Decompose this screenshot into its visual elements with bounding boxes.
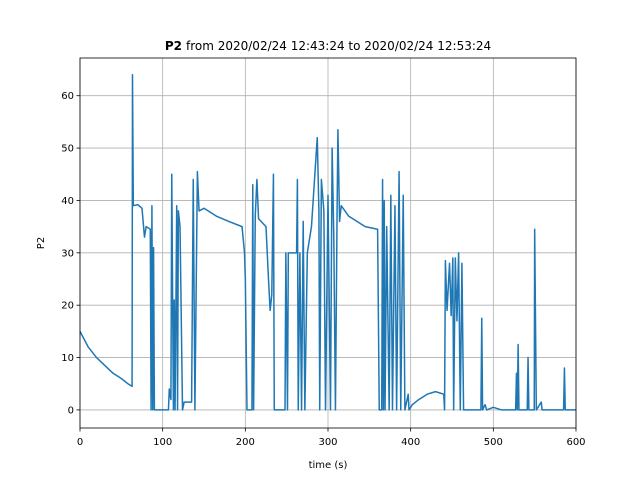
x-tick-label: 200: [236, 437, 255, 448]
y-axis-label: P2: [36, 237, 47, 249]
y-tick-label: 50: [61, 144, 74, 155]
data-line: [79, 74, 576, 411]
x-axis-label: time (s): [309, 460, 348, 471]
title-bold: P2: [165, 39, 182, 53]
chart-title: P2 from 2020/02/24 12:43:24 to 2020/02/24…: [165, 39, 491, 53]
x-tick-label: 600: [566, 437, 585, 448]
y-tick-label: 20: [61, 301, 74, 312]
title-rest: from 2020/02/24 12:43:24 to 2020/02/24 1…: [186, 39, 491, 53]
y-tick-label: 10: [61, 353, 74, 364]
x-tick-label: 500: [484, 437, 503, 448]
x-tick-label: 400: [401, 437, 420, 448]
y-tick-label: 30: [61, 248, 74, 259]
x-tick-label: 0: [77, 437, 83, 448]
x-tick-label: 100: [153, 437, 172, 448]
x-tick-label: 300: [318, 437, 337, 448]
y-tick-label: 60: [61, 91, 74, 102]
plot-frame: [79, 57, 577, 429]
y-tick-label: 40: [61, 196, 74, 207]
y-tick-label: 0: [68, 405, 74, 416]
